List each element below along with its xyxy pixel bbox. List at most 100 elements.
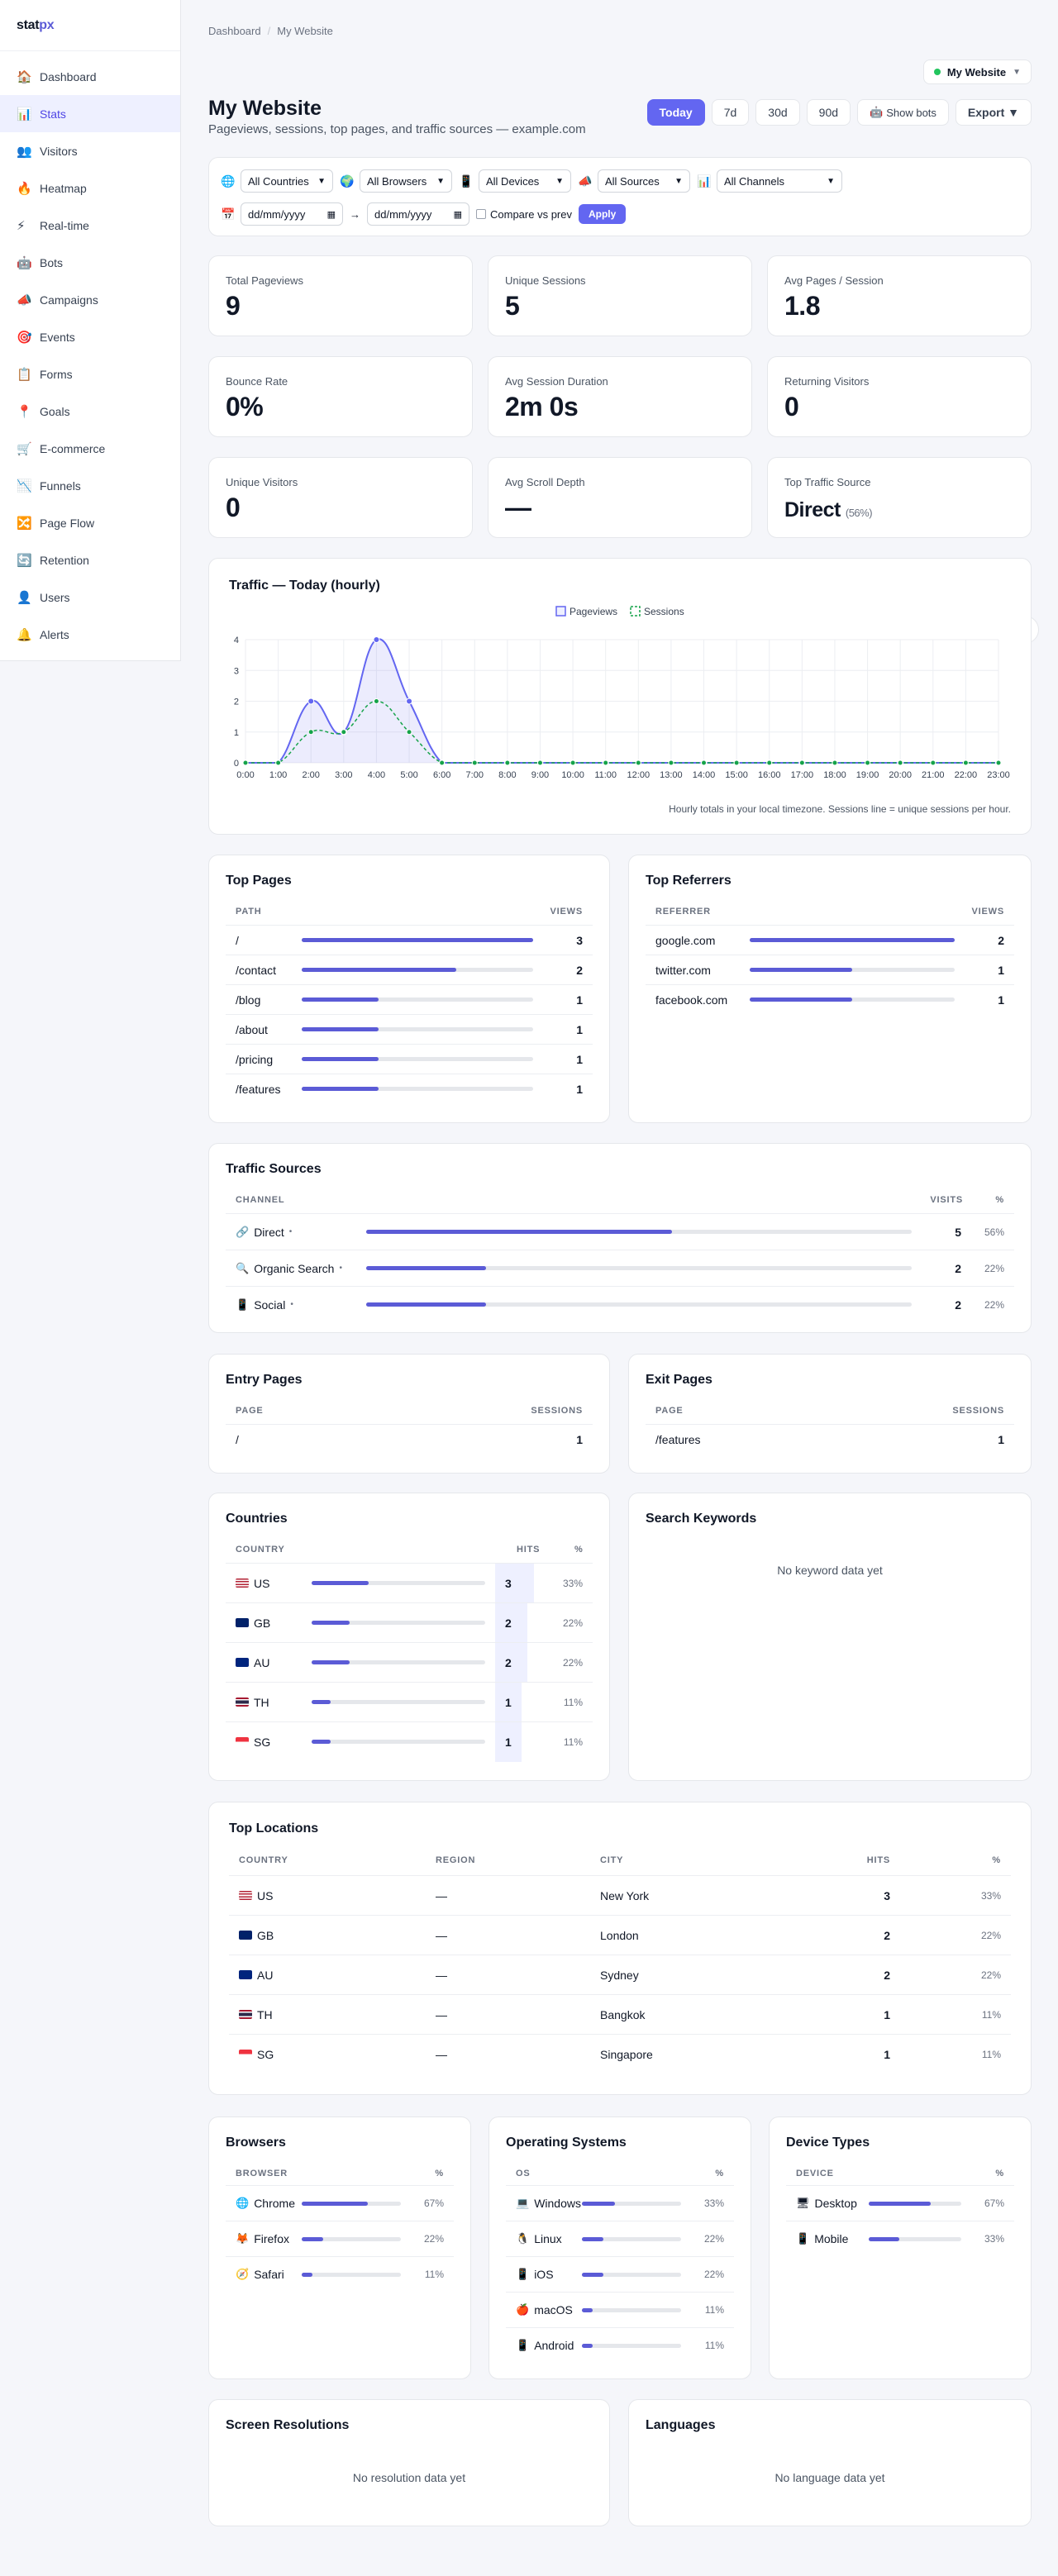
data-point[interactable] <box>766 759 773 766</box>
row-expand-dot[interactable]: • <box>339 1264 342 1273</box>
table-row[interactable]: /features 1 <box>646 1424 1014 1454</box>
table-row[interactable]: TH — Bangkok 1 11% <box>229 1994 1011 2034</box>
sidebar-item-alerts[interactable]: 🔔 Alerts <box>0 616 180 653</box>
data-point[interactable] <box>798 759 805 766</box>
sidebar-item-real-time[interactable]: ⚡ Real-time <box>0 207 180 244</box>
data-point[interactable] <box>733 759 740 766</box>
export-button[interactable]: Export ▼ <box>955 99 1032 126</box>
table-row[interactable]: SG 1 11% <box>226 1721 593 1762</box>
table-row[interactable]: AU 2 22% <box>226 1642 593 1683</box>
data-point[interactable] <box>439 759 446 766</box>
table-row[interactable]: 🔗 Direct • 5 56% <box>226 1213 1014 1250</box>
date-from-input[interactable]: dd/mm/yyyy ▦ <box>241 202 343 226</box>
table-row[interactable]: 🦊 Firefox 22% <box>226 2221 454 2256</box>
sidebar-item-visitors[interactable]: 👥 Visitors <box>0 132 180 169</box>
data-point[interactable] <box>536 759 543 766</box>
table-row[interactable]: 💻 Windows 33% <box>506 2185 734 2221</box>
table-row[interactable]: US — New York 3 33% <box>229 1875 1011 1915</box>
data-point[interactable] <box>307 729 314 736</box>
sidebar-item-e-commerce[interactable]: 🛒 E-commerce <box>0 430 180 467</box>
browser-filter-select[interactable]: All Browsers ▼ <box>360 169 452 193</box>
data-point[interactable] <box>275 759 282 766</box>
sidebar-item-heatmap[interactable]: 🔥 Heatmap <box>0 169 180 207</box>
table-row[interactable]: US 3 33% <box>226 1563 593 1603</box>
data-point[interactable] <box>341 729 347 736</box>
kpi-value-text: Direct <box>784 498 841 521</box>
sidebar-item-page-flow[interactable]: 🔀 Page Flow <box>0 504 180 541</box>
table-row[interactable]: /blog 1 <box>226 984 593 1014</box>
data-point[interactable] <box>373 636 380 643</box>
table-row[interactable]: 📱 Android 11% <box>506 2327 734 2363</box>
data-point[interactable] <box>930 759 936 766</box>
country-filter-select[interactable]: All Countries ▼ <box>241 169 333 193</box>
app-logo[interactable]: statpx <box>0 0 180 51</box>
table-row[interactable]: 📱 Social • 2 22% <box>226 1286 1014 1322</box>
table-row[interactable]: facebook.com 1 <box>646 984 1014 1014</box>
sidebar-item-users[interactable]: 👤 Users <box>0 579 180 616</box>
table-row[interactable]: google.com 2 <box>646 925 1014 955</box>
table-row[interactable]: 📱 iOS 22% <box>506 2256 734 2292</box>
apply-button[interactable]: Apply <box>578 204 627 224</box>
table-row[interactable]: TH 1 11% <box>226 1682 593 1722</box>
row-expand-dot[interactable]: • <box>290 1300 293 1309</box>
channel-filter-select[interactable]: All Channels ▼ <box>717 169 842 193</box>
data-point[interactable] <box>373 698 379 704</box>
sidebar-item-bots[interactable]: 🤖 Bots <box>0 244 180 281</box>
sidebar-item-events[interactable]: 🎯 Events <box>0 318 180 355</box>
data-point[interactable] <box>668 759 674 766</box>
show-bots-button[interactable]: 🤖 Show bots <box>857 99 949 126</box>
range-today-button[interactable]: Today <box>646 99 705 126</box>
table-row[interactable]: /1 <box>226 1424 593 1454</box>
data-point[interactable] <box>865 759 871 766</box>
table-row[interactable]: GB — London 2 22% <box>229 1915 1011 1955</box>
sidebar-item-campaigns[interactable]: 📣 Campaigns <box>0 281 180 318</box>
sidebar-item-forms[interactable]: 📋 Forms <box>0 355 180 393</box>
table-row[interactable]: 📱 Mobile 33% <box>786 2221 1014 2256</box>
table-row[interactable]: 🐧 Linux 22% <box>506 2221 734 2256</box>
compare-checkbox[interactable]: Compare vs prev <box>476 208 572 221</box>
table-row[interactable]: /features 1 <box>226 1074 593 1103</box>
sidebar-item-dashboard[interactable]: 🏠 Dashboard <box>0 58 180 95</box>
table-row[interactable]: 🔍 Organic Search • 2 22% <box>226 1250 1014 1286</box>
table-row[interactable]: /pricing 1 <box>226 1044 593 1074</box>
sidebar-item-funnels[interactable]: 📉 Funnels <box>0 467 180 504</box>
table-row[interactable]: 🌐 Chrome 67% <box>226 2185 454 2221</box>
date-to-input[interactable]: dd/mm/yyyy ▦ <box>367 202 469 226</box>
table-row[interactable]: SG — Singapore 1 11% <box>229 2034 1011 2074</box>
table-row[interactable]: 🖥 Desktop 67% <box>786 2185 1014 2221</box>
table-row[interactable]: AU — Sydney 2 22% <box>229 1955 1011 1994</box>
sidebar-item-retention[interactable]: 🔄 Retention <box>0 541 180 579</box>
data-point[interactable] <box>995 759 1002 766</box>
source-filter-select[interactable]: All Sources ▼ <box>598 169 690 193</box>
device-filter-select[interactable]: All Devices ▼ <box>479 169 571 193</box>
data-point[interactable] <box>701 759 708 766</box>
data-point[interactable] <box>897 759 903 766</box>
data-point[interactable] <box>635 759 641 766</box>
data-point[interactable] <box>603 759 609 766</box>
table-row[interactable]: twitter.com 1 <box>646 955 1014 984</box>
data-point[interactable] <box>504 759 511 766</box>
table-row[interactable]: /about 1 <box>226 1014 593 1044</box>
checkbox-box[interactable] <box>476 209 486 219</box>
data-point[interactable] <box>406 698 413 705</box>
data-point[interactable] <box>570 759 576 766</box>
sidebar-item-stats[interactable]: 📊 Stats <box>0 95 180 132</box>
data-point[interactable] <box>832 759 838 766</box>
data-point[interactable] <box>242 759 249 766</box>
data-point[interactable] <box>406 729 412 736</box>
table-row[interactable]: /contact 2 <box>226 955 593 984</box>
table-row[interactable]: 🍎 macOS 11% <box>506 2292 734 2327</box>
sidebar-item-goals[interactable]: 📍 Goals <box>0 393 180 430</box>
data-point[interactable] <box>962 759 969 766</box>
table-row[interactable]: /3 <box>226 925 593 955</box>
data-point[interactable] <box>471 759 478 766</box>
range-30d-button[interactable]: 30d <box>755 99 800 126</box>
table-row[interactable]: 🧭 Safari 11% <box>226 2256 454 2292</box>
range-90d-button[interactable]: 90d <box>806 99 851 126</box>
breadcrumb-dashboard[interactable]: Dashboard <box>208 25 261 37</box>
row-expand-dot[interactable]: • <box>288 1227 293 1236</box>
range-7d-button[interactable]: 7d <box>711 99 750 126</box>
table-row[interactable]: GB 2 22% <box>226 1602 593 1643</box>
site-selector[interactable]: My Website ▼ <box>922 60 1032 84</box>
data-point[interactable] <box>307 698 315 705</box>
